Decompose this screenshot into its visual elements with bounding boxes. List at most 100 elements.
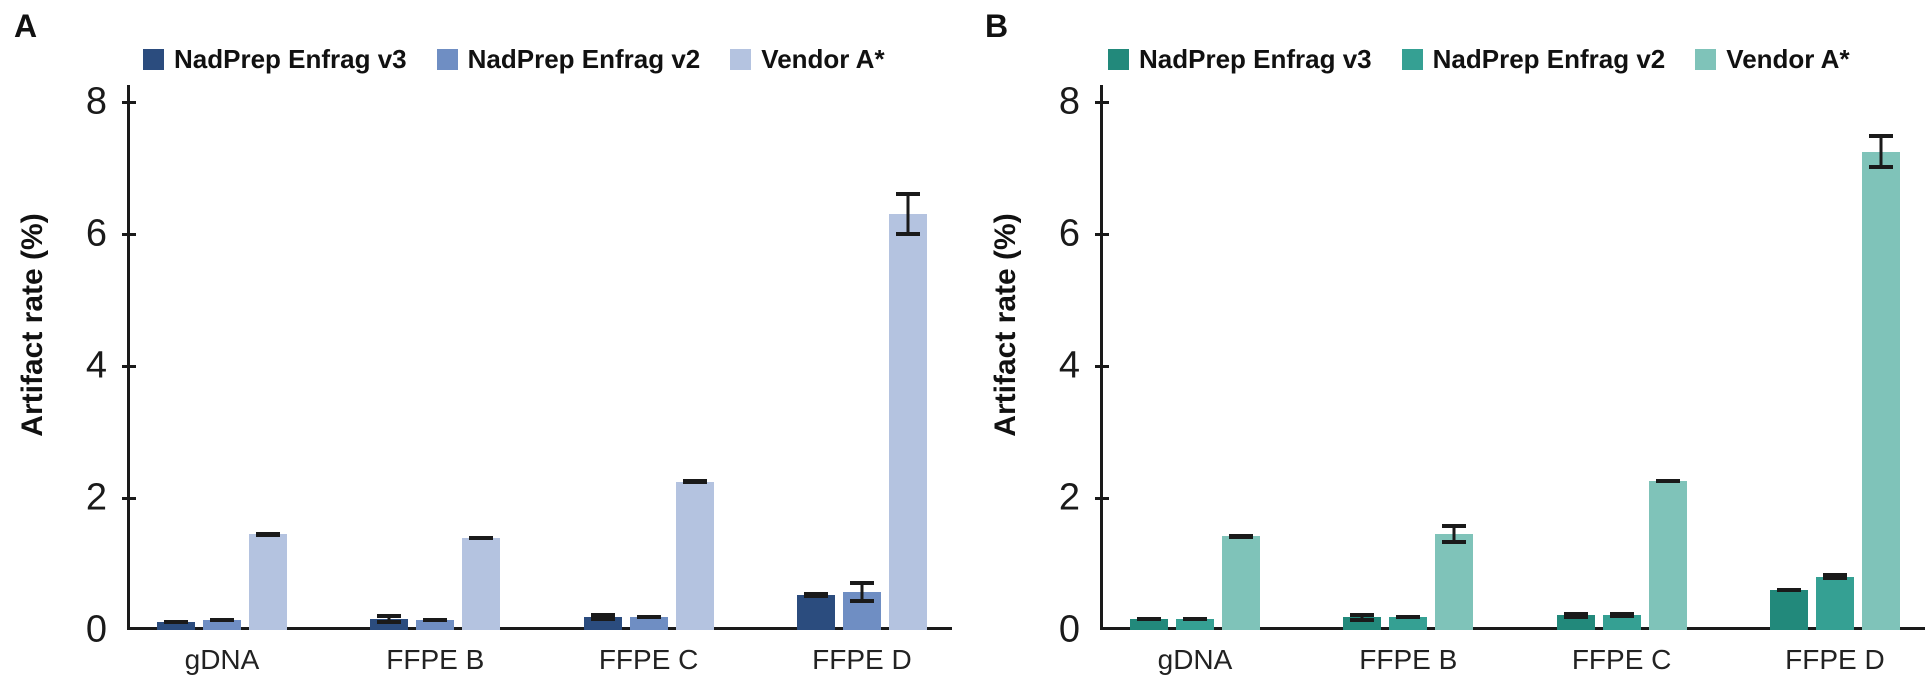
category-label: FFPE B <box>386 644 485 675</box>
error-bar <box>1776 587 1801 592</box>
error-bar-cap-top <box>1350 612 1375 617</box>
y-tick <box>122 100 136 104</box>
legend-item: Vendor A* <box>730 44 885 75</box>
error-bar-cap-top <box>377 613 402 618</box>
error-bar-cap-bottom <box>895 231 920 236</box>
legend-swatch <box>1108 49 1129 70</box>
bar <box>1435 534 1474 630</box>
bar <box>1389 617 1428 630</box>
bar <box>1769 589 1808 630</box>
bar <box>1815 576 1854 630</box>
error-bar-cap-bottom <box>1776 587 1801 592</box>
y-tick <box>122 496 136 500</box>
y-axis <box>127 85 130 630</box>
error-bar-cap-bottom <box>1822 575 1847 580</box>
bar <box>1648 480 1687 630</box>
panel-b: B NadPrep Enfrag v3 NadPrep Enfrag v2 Vendo… <box>973 0 1930 698</box>
error-bar-cap-bottom <box>636 614 661 619</box>
error-bar-cap-bottom <box>469 535 494 540</box>
y-tick-label: 4 <box>85 344 107 387</box>
legend-item: NadPrep Enfrag v2 <box>436 44 701 75</box>
error-bar <box>256 531 280 537</box>
panel-a: A NadPrep Enfrag v3 NadPrep Enfrag v2 Vendo… <box>14 8 952 675</box>
error-bar <box>895 192 920 236</box>
error-bar <box>1350 612 1375 623</box>
category-label: gDNA <box>184 644 260 675</box>
bar <box>1602 614 1641 630</box>
error-bar <box>849 580 874 603</box>
bar <box>888 214 927 630</box>
error-bar-cap-bottom <box>1442 540 1467 545</box>
error-bar <box>1609 612 1634 618</box>
legend: NadPrep Enfrag v3 NadPrep Enfrag v2 Vendor… <box>143 44 885 75</box>
error-bar <box>377 613 402 625</box>
panel-letter: B <box>985 8 1009 44</box>
legend-swatch <box>730 49 752 70</box>
error-bar <box>1183 616 1207 621</box>
legend-swatch <box>436 49 458 70</box>
error-bar <box>423 618 448 623</box>
error-bar-cap-top <box>895 192 920 197</box>
y-tick-label: 8 <box>1058 80 1080 123</box>
error-bar-cap-top <box>1868 133 1893 138</box>
legend-label: NadPrep Enfrag v2 <box>467 44 701 74</box>
bar <box>675 481 714 630</box>
category-label: FFPE C <box>598 644 699 675</box>
error-bar-cap-bottom <box>1183 616 1207 621</box>
legend-item: NadPrep Enfrag v3 <box>143 44 407 75</box>
bar <box>1130 619 1168 630</box>
legend-swatch <box>1401 49 1423 70</box>
x-axis <box>127 627 952 630</box>
error-bar <box>469 535 494 540</box>
error-bar <box>1229 533 1253 539</box>
y-tick <box>1095 364 1109 368</box>
error-bar-cap-bottom <box>849 598 874 603</box>
error-bar-cap-bottom <box>164 620 188 625</box>
bar <box>462 537 501 630</box>
legend-swatch <box>143 49 164 70</box>
error-bar-cap-bottom <box>1563 615 1588 620</box>
legend-label: NadPrep Enfrag v3 <box>174 44 407 74</box>
error-bar <box>1442 524 1467 545</box>
plot-area <box>122 85 952 630</box>
error-bar-cap-top <box>1822 573 1847 578</box>
bar <box>416 620 455 630</box>
bar <box>157 622 195 630</box>
y-tick-label: 2 <box>1058 476 1080 519</box>
error-bar-stem <box>1452 524 1456 545</box>
bar <box>796 595 835 630</box>
legend-label: NadPrep Enfrag v3 <box>1139 44 1372 74</box>
error-bar-cap-bottom <box>590 616 615 621</box>
error-bar-cap-top <box>849 580 874 585</box>
error-bar <box>164 620 188 625</box>
y-tick-label: 0 <box>85 608 107 651</box>
y-tick-label: 2 <box>85 476 107 519</box>
panel-letter: A <box>14 8 38 44</box>
error-bar <box>1137 617 1161 622</box>
error-bar-cap-bottom <box>1229 534 1253 539</box>
error-bar-cap-bottom <box>682 480 707 485</box>
error-bar <box>803 591 828 599</box>
error-bar-cap-bottom <box>1350 618 1375 623</box>
legend-item: NadPrep Enfrag v2 <box>1401 44 1665 75</box>
category-label: FFPE C <box>1571 644 1672 675</box>
error-bar-stem <box>1360 612 1364 623</box>
bar <box>370 618 409 630</box>
y-axis <box>1100 85 1103 630</box>
error-bar-cap-bottom <box>210 618 234 623</box>
category-label: FFPE D <box>812 644 912 675</box>
legend: NadPrep Enfrag v3 NadPrep Enfrag v2 Vendor… <box>1108 44 1850 75</box>
error-bar-stem <box>860 580 864 603</box>
error-bar <box>590 612 615 621</box>
y-tick-label: 6 <box>1058 212 1080 255</box>
error-bar-cap-bottom <box>803 594 828 599</box>
y-axis-title: Artifact rate (%) <box>989 213 1022 437</box>
y-tick <box>122 232 136 236</box>
error-bar <box>210 618 234 623</box>
category-label: gDNA <box>1157 644 1233 675</box>
legend-label: Vendor A* <box>1726 44 1850 74</box>
y-tick <box>1095 232 1109 236</box>
legend-swatch <box>1695 49 1717 70</box>
error-bar-cap-top <box>1442 524 1467 529</box>
x-axis <box>1100 627 1925 630</box>
